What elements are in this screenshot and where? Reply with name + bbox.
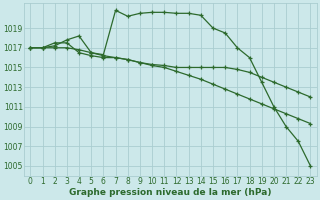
X-axis label: Graphe pression niveau de la mer (hPa): Graphe pression niveau de la mer (hPa) [69,188,272,197]
